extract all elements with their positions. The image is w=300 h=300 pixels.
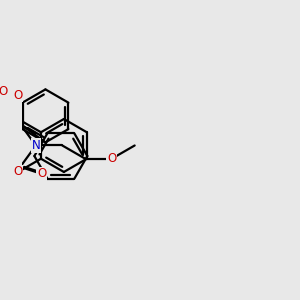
Text: O: O bbox=[107, 152, 116, 165]
Text: O: O bbox=[14, 166, 22, 178]
Text: O: O bbox=[0, 85, 8, 98]
Text: O: O bbox=[14, 89, 22, 102]
Text: O: O bbox=[37, 167, 46, 180]
Text: N: N bbox=[32, 139, 40, 152]
